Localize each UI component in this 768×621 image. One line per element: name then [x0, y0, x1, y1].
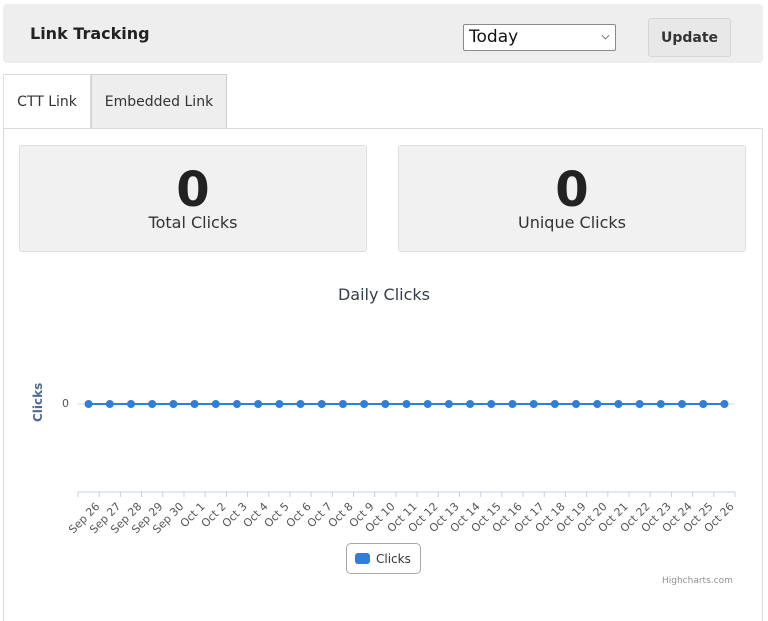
data-point[interactable]: [699, 400, 708, 408]
data-point[interactable]: [360, 400, 369, 408]
data-point[interactable]: [105, 400, 114, 408]
chart-title: Daily Clicks: [337, 285, 431, 304]
data-point[interactable]: [487, 400, 496, 408]
data-point[interactable]: [572, 400, 581, 408]
legend-label: Clicks: [376, 551, 411, 566]
data-point[interactable]: [126, 400, 135, 408]
data-point[interactable]: [211, 400, 220, 408]
data-point[interactable]: [84, 400, 93, 408]
data-point[interactable]: [444, 400, 453, 408]
highcharts-credits-link[interactable]: Highcharts.com: [662, 576, 733, 586]
update-button[interactable]: Update: [648, 18, 731, 57]
data-point[interactable]: [656, 400, 665, 408]
total-clicks-value: 0: [176, 162, 210, 218]
unique-clicks-value: 0: [555, 162, 589, 218]
data-point[interactable]: [190, 400, 199, 408]
data-point[interactable]: [402, 400, 411, 408]
header-bar: Link Tracking Today Update: [3, 4, 763, 63]
total-clicks-label: Total Clicks: [148, 213, 238, 232]
unique-clicks-label: Unique Clicks: [518, 213, 626, 232]
data-point[interactable]: [550, 400, 559, 408]
data-point[interactable]: [508, 400, 517, 408]
data-point[interactable]: [466, 400, 475, 408]
data-point[interactable]: [317, 400, 326, 408]
data-point[interactable]: [614, 400, 623, 408]
data-point[interactable]: [338, 400, 347, 408]
unique-clicks-card: 0 Unique Clicks: [398, 145, 746, 252]
data-point[interactable]: [593, 400, 602, 408]
data-point[interactable]: [381, 400, 390, 408]
data-point[interactable]: [678, 400, 687, 408]
data-point[interactable]: [169, 400, 178, 408]
page-title: Link Tracking: [30, 24, 150, 43]
legend-swatch-icon: [355, 553, 370, 564]
date-range-select[interactable]: Today: [463, 24, 616, 51]
y-axis-tick: 0: [62, 397, 69, 410]
data-point[interactable]: [635, 400, 644, 408]
data-point[interactable]: [529, 400, 538, 408]
total-clicks-card: 0 Total Clicks: [19, 145, 367, 252]
data-point[interactable]: [296, 400, 305, 408]
data-point[interactable]: [423, 400, 432, 408]
legend-item-clicks[interactable]: Clicks: [346, 543, 421, 574]
data-point[interactable]: [148, 400, 157, 408]
data-point[interactable]: [720, 400, 729, 408]
data-point[interactable]: [254, 400, 263, 408]
data-point[interactable]: [275, 400, 284, 408]
data-point[interactable]: [232, 400, 241, 408]
date-range-value: Today: [469, 27, 519, 47]
tab-ctt-link[interactable]: CTT Link: [3, 74, 91, 129]
